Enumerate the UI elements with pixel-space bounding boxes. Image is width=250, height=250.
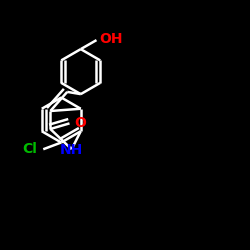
Text: OH: OH [99,32,122,46]
Text: Cl: Cl [22,142,37,156]
Text: NH: NH [60,144,83,158]
Text: O: O [74,116,86,130]
